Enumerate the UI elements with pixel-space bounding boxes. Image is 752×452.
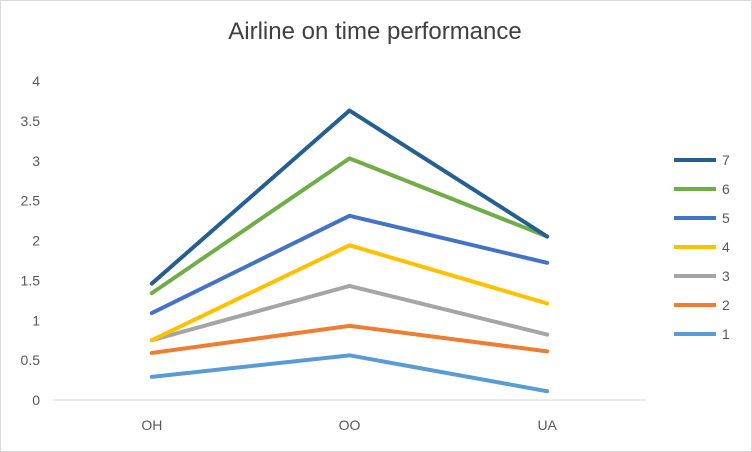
series-line-5 (149, 213, 550, 316)
series-line-1 (149, 353, 550, 394)
y-tick-label: 2 (32, 233, 40, 249)
series-line-6 (149, 156, 550, 296)
legend-label-5: 5 (722, 210, 730, 226)
legend-label-3: 3 (722, 268, 730, 284)
x-axis: OH OO UA (53, 399, 646, 433)
x-tick-label: OO (339, 417, 361, 433)
series-line-4 (149, 243, 550, 343)
y-axis: 0 0.5 1 1.5 2 2.5 3 3.5 4 (21, 73, 41, 408)
x-tick-label: UA (537, 417, 557, 433)
legend-label-1: 1 (722, 326, 730, 342)
x-tick-label: OH (141, 417, 162, 433)
legend-label-6: 6 (722, 181, 730, 197)
legend-label-7: 7 (722, 152, 730, 168)
y-tick-label: 0 (32, 392, 40, 408)
legend: 7 6 5 4 3 2 1 (674, 152, 730, 342)
y-tick-label: 4 (32, 73, 40, 89)
series-lines (149, 108, 550, 394)
legend-label-2: 2 (722, 297, 730, 313)
series-line-2 (149, 323, 550, 355)
chart-title: Airline on time performance (228, 18, 522, 45)
series-line-3 (149, 283, 550, 343)
series-line-7 (149, 108, 550, 286)
legend-label-4: 4 (722, 239, 730, 255)
y-tick-label: 2.5 (21, 193, 41, 209)
y-tick-label: 3.5 (21, 113, 41, 129)
y-tick-label: 1 (32, 312, 40, 328)
y-tick-label: 0.5 (21, 352, 41, 368)
y-tick-label: 3 (32, 153, 40, 169)
y-tick-label: 1.5 (21, 272, 41, 288)
